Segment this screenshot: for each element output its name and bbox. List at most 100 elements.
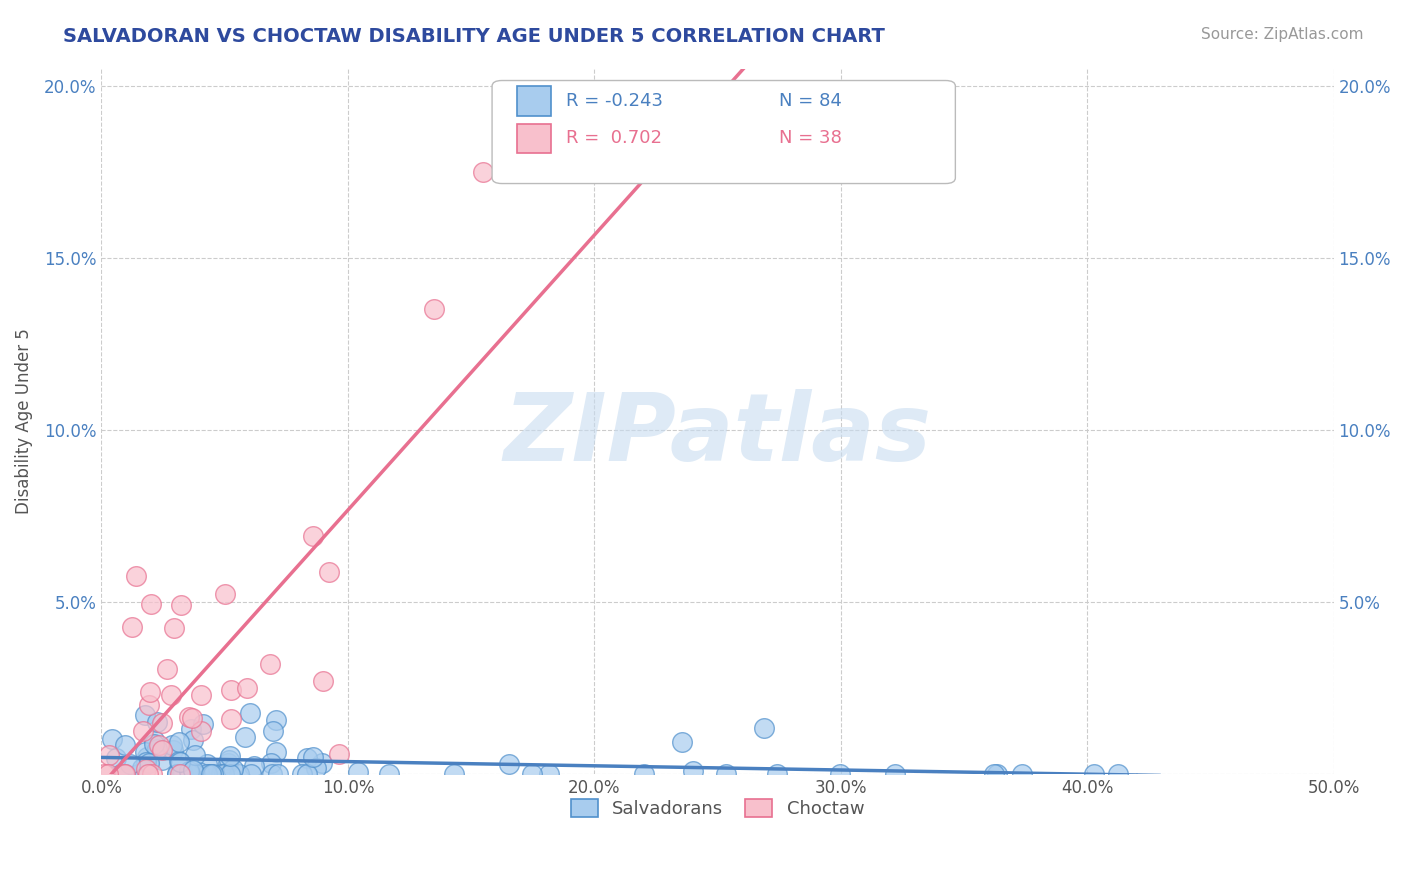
Point: [828, 767, 851, 781]
Point: [1083, 767, 1105, 781]
Point: [221, 712, 243, 726]
Point: [132, 723, 155, 738]
Point: [219, 767, 242, 781]
Point: [1108, 767, 1130, 781]
Point: [752, 721, 775, 735]
Point: [260, 767, 283, 781]
Text: R = -0.243: R = -0.243: [567, 92, 664, 110]
Point: [110, 767, 132, 781]
FancyBboxPatch shape: [517, 87, 551, 116]
Point: [150, 743, 173, 757]
Point: [219, 682, 242, 697]
Point: [135, 762, 157, 776]
Point: [181, 733, 204, 747]
Text: R =  0.702: R = 0.702: [567, 129, 662, 147]
Point: [97, 767, 120, 781]
Point: [190, 723, 212, 738]
Point: [172, 767, 194, 781]
Point: [181, 763, 204, 777]
Point: [131, 761, 153, 775]
Y-axis label: Disability Age Under 5: Disability Age Under 5: [15, 328, 32, 515]
Point: [167, 755, 190, 769]
Point: [148, 739, 170, 753]
Point: [141, 767, 163, 781]
Point: [127, 767, 149, 781]
Point: [295, 751, 318, 765]
Point: [346, 765, 368, 780]
Point: [671, 735, 693, 749]
Point: [291, 767, 314, 781]
Point: [143, 733, 166, 747]
Point: [682, 764, 704, 778]
Point: [218, 748, 240, 763]
Point: [138, 756, 160, 771]
Point: [221, 762, 243, 776]
Point: [301, 750, 323, 764]
Point: [714, 767, 737, 781]
Point: [146, 714, 169, 729]
Point: [150, 715, 173, 730]
Point: [156, 662, 179, 676]
Point: [114, 767, 136, 781]
Point: [163, 622, 186, 636]
Point: [134, 708, 156, 723]
Point: [378, 767, 401, 781]
Point: [328, 747, 350, 761]
Point: [537, 767, 560, 781]
Point: [195, 757, 218, 772]
Point: [645, 165, 668, 179]
Point: [233, 730, 256, 744]
Point: [125, 568, 148, 582]
Point: [311, 756, 333, 770]
Point: [114, 767, 136, 781]
Point: [114, 767, 136, 781]
Point: [423, 302, 446, 317]
Point: [104, 751, 127, 765]
Point: [498, 757, 520, 772]
Point: [209, 767, 232, 781]
Point: [239, 767, 262, 781]
Point: [121, 620, 143, 634]
Point: [101, 731, 124, 746]
Point: [190, 688, 212, 702]
Point: [150, 753, 173, 767]
Point: [301, 528, 323, 542]
Point: [120, 757, 142, 772]
Point: [200, 767, 222, 781]
Point: [136, 749, 159, 764]
Point: [1011, 767, 1033, 781]
Point: [114, 738, 136, 752]
Point: [197, 767, 219, 781]
Point: [160, 688, 183, 702]
Point: [184, 767, 207, 781]
Point: [472, 165, 495, 179]
Point: [146, 741, 169, 756]
Point: [214, 587, 236, 601]
Point: [266, 745, 288, 759]
Point: [162, 743, 184, 757]
Point: [170, 598, 193, 612]
Point: [311, 673, 333, 688]
Point: [139, 597, 162, 611]
Point: [195, 767, 218, 781]
Point: [169, 767, 191, 781]
Point: [236, 681, 259, 695]
Point: [177, 764, 200, 779]
Point: [160, 738, 183, 752]
Point: [138, 684, 160, 698]
Point: [93, 767, 115, 781]
Text: N = 84: N = 84: [779, 92, 842, 110]
Text: SALVADORAN VS CHOCTAW DISABILITY AGE UNDER 5 CORRELATION CHART: SALVADORAN VS CHOCTAW DISABILITY AGE UND…: [63, 27, 886, 45]
Point: [166, 767, 188, 781]
Point: [188, 764, 211, 779]
Point: [138, 698, 160, 713]
Point: [295, 767, 318, 781]
Point: [184, 748, 207, 763]
Point: [166, 767, 188, 781]
Point: [986, 767, 1008, 781]
Point: [443, 767, 465, 781]
Point: [522, 767, 544, 781]
Point: [883, 767, 905, 781]
Point: [180, 711, 202, 725]
Point: [305, 761, 328, 775]
